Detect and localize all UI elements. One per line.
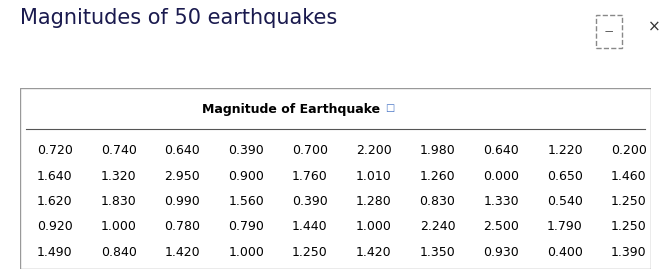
- Text: 1.760: 1.760: [292, 170, 328, 183]
- Bar: [596, 15, 621, 48]
- Text: 0.650: 0.650: [547, 170, 583, 183]
- Text: 0.700: 0.700: [292, 144, 328, 158]
- Text: 1.330: 1.330: [483, 195, 519, 208]
- Text: 0.790: 0.790: [228, 220, 264, 233]
- Text: 1.560: 1.560: [228, 195, 264, 208]
- Text: 1.420: 1.420: [356, 246, 391, 259]
- Text: 0.000: 0.000: [483, 170, 519, 183]
- Text: 0.200: 0.200: [611, 144, 647, 158]
- Text: 1.350: 1.350: [419, 246, 456, 259]
- Text: 1.620: 1.620: [37, 195, 72, 208]
- Text: 1.250: 1.250: [611, 220, 647, 233]
- Text: 1.440: 1.440: [292, 220, 327, 233]
- Text: 0.990: 0.990: [164, 195, 200, 208]
- Text: —: —: [605, 27, 613, 36]
- Text: 1.260: 1.260: [419, 170, 456, 183]
- Text: 0.900: 0.900: [228, 170, 264, 183]
- Text: 0.740: 0.740: [101, 144, 136, 158]
- Text: 0.540: 0.540: [547, 195, 583, 208]
- Text: 1.320: 1.320: [101, 170, 136, 183]
- Text: 0.840: 0.840: [101, 246, 136, 259]
- Text: 0.640: 0.640: [483, 144, 519, 158]
- Text: 1.490: 1.490: [37, 246, 72, 259]
- Text: 0.920: 0.920: [37, 220, 72, 233]
- Text: 0.780: 0.780: [164, 220, 201, 233]
- Text: 0.640: 0.640: [164, 144, 200, 158]
- Text: 0.930: 0.930: [483, 246, 519, 259]
- Text: ×: ×: [648, 19, 661, 34]
- Text: 2.950: 2.950: [164, 170, 200, 183]
- Text: 0.390: 0.390: [228, 144, 264, 158]
- Text: 1.000: 1.000: [101, 220, 136, 233]
- Text: 1.420: 1.420: [164, 246, 200, 259]
- Text: 1.250: 1.250: [292, 246, 328, 259]
- Text: 1.460: 1.460: [611, 170, 647, 183]
- Text: 1.390: 1.390: [611, 246, 647, 259]
- Text: 2.500: 2.500: [483, 220, 519, 233]
- Text: 1.280: 1.280: [356, 195, 392, 208]
- Text: 2.200: 2.200: [356, 144, 392, 158]
- Text: 2.240: 2.240: [419, 220, 456, 233]
- Text: 1.010: 1.010: [356, 170, 392, 183]
- Text: 0.830: 0.830: [419, 195, 456, 208]
- Text: 1.830: 1.830: [101, 195, 136, 208]
- Text: 0.400: 0.400: [547, 246, 583, 259]
- Text: 1.980: 1.980: [419, 144, 456, 158]
- Text: Magnitude of Earthquake: Magnitude of Earthquake: [202, 103, 380, 116]
- Text: Magnitudes of 50 earthquakes: Magnitudes of 50 earthquakes: [20, 8, 338, 28]
- Text: 1.220: 1.220: [548, 144, 583, 158]
- Text: 0.390: 0.390: [292, 195, 328, 208]
- Text: 1.790: 1.790: [547, 220, 583, 233]
- Text: 1.250: 1.250: [611, 195, 647, 208]
- Text: 1.640: 1.640: [37, 170, 72, 183]
- Text: 0.720: 0.720: [37, 144, 72, 158]
- Text: 1.000: 1.000: [228, 246, 264, 259]
- Text: 1.000: 1.000: [356, 220, 392, 233]
- Text: □: □: [384, 102, 394, 113]
